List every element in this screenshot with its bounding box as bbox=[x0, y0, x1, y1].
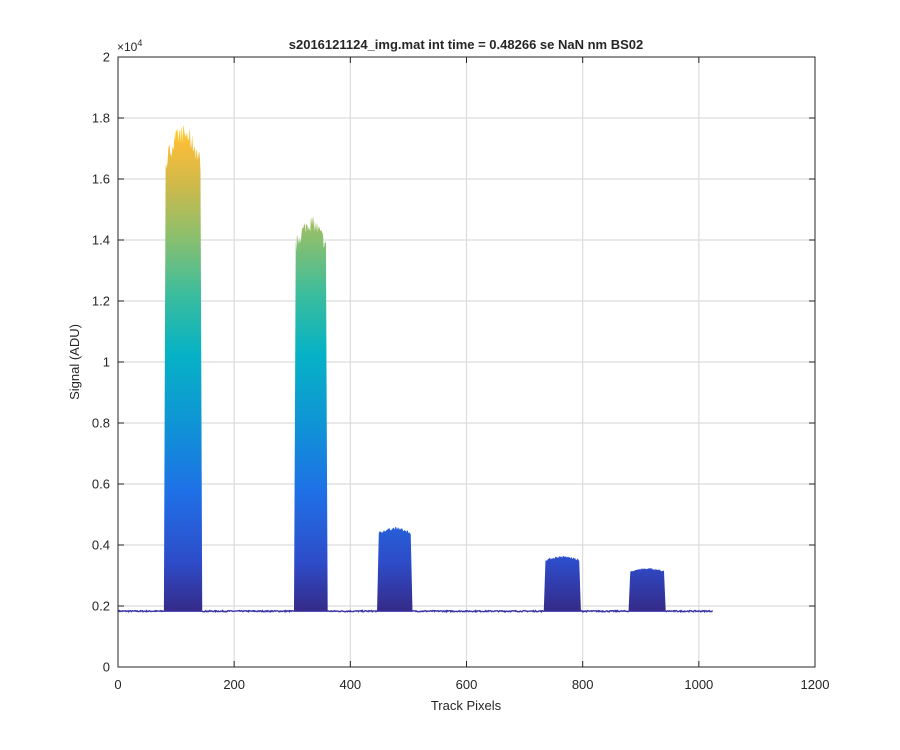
x-tick-label: 400 bbox=[339, 677, 361, 692]
y-exponent-label: ×104 bbox=[117, 38, 142, 54]
x-axis-label: Track Pixels bbox=[431, 698, 502, 713]
axis-ticks bbox=[117, 56, 816, 668]
x-tick-label: 0 bbox=[114, 677, 121, 692]
baseline-trace bbox=[117, 609, 714, 614]
chart-title: s2016121124_img.mat int time = 0.48266 s… bbox=[289, 37, 643, 52]
y-tick-label: 1.2 bbox=[92, 294, 110, 309]
y-tick-label: 1.4 bbox=[92, 233, 110, 248]
x-tick-label: 200 bbox=[223, 677, 245, 692]
y-exponent-power: 4 bbox=[137, 38, 142, 48]
y-tick-label: 1.8 bbox=[92, 111, 110, 126]
x-tick-label: 600 bbox=[456, 677, 478, 692]
y-tick-label: 0.2 bbox=[92, 599, 110, 614]
grid-lines bbox=[118, 57, 815, 667]
y-tick-label: 0.8 bbox=[92, 416, 110, 431]
y-tick-label: 0 bbox=[103, 660, 110, 675]
y-tick-label: 0.4 bbox=[92, 538, 110, 553]
data-layer bbox=[117, 125, 714, 614]
x-tick-label: 1200 bbox=[801, 677, 830, 692]
peak-area bbox=[628, 568, 666, 612]
y-tick-label: 0.6 bbox=[92, 477, 110, 492]
y-tick-label: 2 bbox=[103, 50, 110, 65]
tick-labels: 0 200 400 600 800 1000 1200 0 0.2 0.4 0.6 0.8 1 1.2 1.… bbox=[92, 50, 830, 693]
x-tick-label: 1000 bbox=[684, 677, 713, 692]
y-exponent-base: ×10 bbox=[117, 40, 138, 54]
x-tick-label: 800 bbox=[572, 677, 594, 692]
peak-area bbox=[163, 125, 203, 612]
y-tick-label: 1 bbox=[103, 355, 110, 370]
peak-area bbox=[543, 555, 581, 612]
peak-area bbox=[377, 526, 413, 612]
peak-area bbox=[293, 216, 328, 612]
y-tick-label: 1.6 bbox=[92, 172, 110, 187]
y-axis-label: Signal (ADU) bbox=[67, 324, 82, 400]
